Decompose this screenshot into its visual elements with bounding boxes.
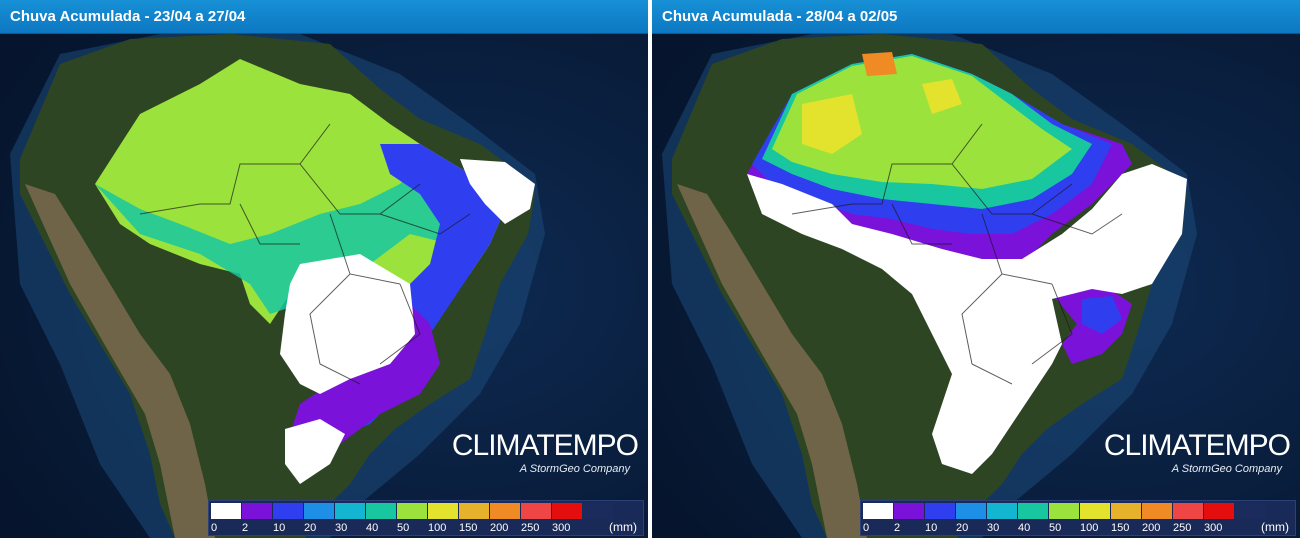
legend-label: 150	[459, 522, 478, 534]
legend-label: 250	[521, 522, 540, 534]
legend-swatch	[1018, 503, 1049, 519]
rain-legend: 0 2 10 20 30 40 50 100 150 200 250 300 (mm)	[208, 500, 644, 536]
andes-dry-region	[25, 184, 215, 538]
dry-area-central	[747, 164, 1187, 474]
rain-field-100mm	[802, 79, 962, 154]
logo-subtitle: A StormGeo Company	[1171, 463, 1282, 475]
legend-label: 100	[428, 522, 447, 534]
rain-field-50mm	[772, 56, 1072, 189]
rain-map-panel-1: Chuva Acumulada - 23/04 a 27/04	[0, 0, 648, 538]
legend-swatch	[552, 503, 583, 519]
rain-field-50mm	[95, 59, 505, 334]
legend-swatch	[863, 503, 894, 519]
legend-label: 100	[1080, 522, 1099, 534]
legend-label: 2	[242, 522, 249, 534]
legend-swatch	[521, 503, 552, 519]
dry-area-northeast	[460, 159, 535, 224]
legend-label: 30	[335, 522, 348, 534]
legend-swatch	[1049, 503, 1080, 519]
logo-text: CLIMATEMPO	[451, 429, 639, 462]
legend-swatch	[304, 503, 335, 519]
legend-labels: 0 2 10 20 30 40 50 100 150 200 250 300	[211, 521, 614, 535]
legend-label: 300	[1204, 522, 1223, 534]
legend-label: 150	[1111, 522, 1130, 534]
legend-swatch	[894, 503, 925, 519]
state-borders	[139, 123, 471, 385]
panel-title: Chuva Acumulada - 28/04 a 02/05	[652, 0, 1300, 34]
legend-swatch	[273, 503, 304, 519]
map-area	[0, 34, 648, 538]
legend-swatch	[583, 503, 614, 519]
logo-subtitle: A StormGeo Company	[519, 463, 630, 475]
legend-swatch	[459, 503, 490, 519]
legend-label: 250	[1173, 522, 1192, 534]
climatempo-logo: CLIMATEMPO A StormGeo Company	[451, 429, 639, 476]
legend-swatch	[211, 503, 242, 519]
legend-swatch	[428, 503, 459, 519]
legend-swatch	[956, 503, 987, 519]
legend-swatch	[1111, 503, 1142, 519]
legend-label: 200	[1142, 522, 1161, 534]
legend-swatch	[242, 503, 273, 519]
legend-labels: 0 2 10 20 30 40 50 100 150 200 250 300	[863, 521, 1266, 535]
legend-label: 50	[397, 522, 410, 534]
legend-label: 200	[490, 522, 509, 534]
rain-map-panel-2: Chuva Acumulada - 28/04 a 02/05	[652, 0, 1300, 538]
map-image	[652, 34, 1300, 538]
logo-text: CLIMATEMPO	[1103, 429, 1291, 462]
map-area	[652, 34, 1300, 538]
legend-label: 40	[1018, 522, 1031, 534]
andes-dry-region	[677, 184, 867, 538]
dry-area-central	[280, 254, 415, 394]
legend-unit: (mm)	[609, 520, 637, 534]
rain-legend: 0 2 10 20 30 40 50 100 150 200 250 300 (mm)	[860, 500, 1296, 536]
rain-field-200mm	[862, 52, 897, 76]
legend-label: 20	[304, 522, 317, 534]
legend-label: 2	[894, 522, 901, 534]
legend-swatch	[1080, 503, 1111, 519]
legend-swatch	[1204, 503, 1235, 519]
climatempo-logo: CLIMATEMPO A StormGeo Company	[1103, 429, 1291, 476]
legend-swatch	[1235, 503, 1266, 519]
state-borders	[791, 123, 1123, 385]
legend-label: 10	[925, 522, 938, 534]
legend-label: 40	[366, 522, 379, 534]
map-image	[0, 34, 648, 538]
legend-swatches	[863, 503, 1266, 519]
legend-swatch	[987, 503, 1018, 519]
legend-label: 30	[987, 522, 1000, 534]
legend-swatch	[397, 503, 428, 519]
legend-label: 300	[552, 522, 571, 534]
legend-swatch	[366, 503, 397, 519]
dry-area-south	[285, 419, 345, 484]
legend-label: 0	[863, 522, 870, 534]
legend-swatch	[1173, 503, 1204, 519]
rain-field-40mm	[95, 154, 500, 314]
legend-unit: (mm)	[1261, 520, 1289, 534]
legend-swatches	[211, 503, 614, 519]
legend-label: 10	[273, 522, 286, 534]
legend-swatch	[490, 503, 521, 519]
legend-swatch	[1142, 503, 1173, 519]
legend-swatch	[335, 503, 366, 519]
legend-label: 0	[211, 522, 218, 534]
legend-swatch	[925, 503, 956, 519]
legend-label: 20	[956, 522, 969, 534]
legend-label: 50	[1049, 522, 1062, 534]
panel-title: Chuva Acumulada - 23/04 a 27/04	[0, 0, 648, 34]
rain-field-10mm-coast	[1082, 296, 1122, 334]
